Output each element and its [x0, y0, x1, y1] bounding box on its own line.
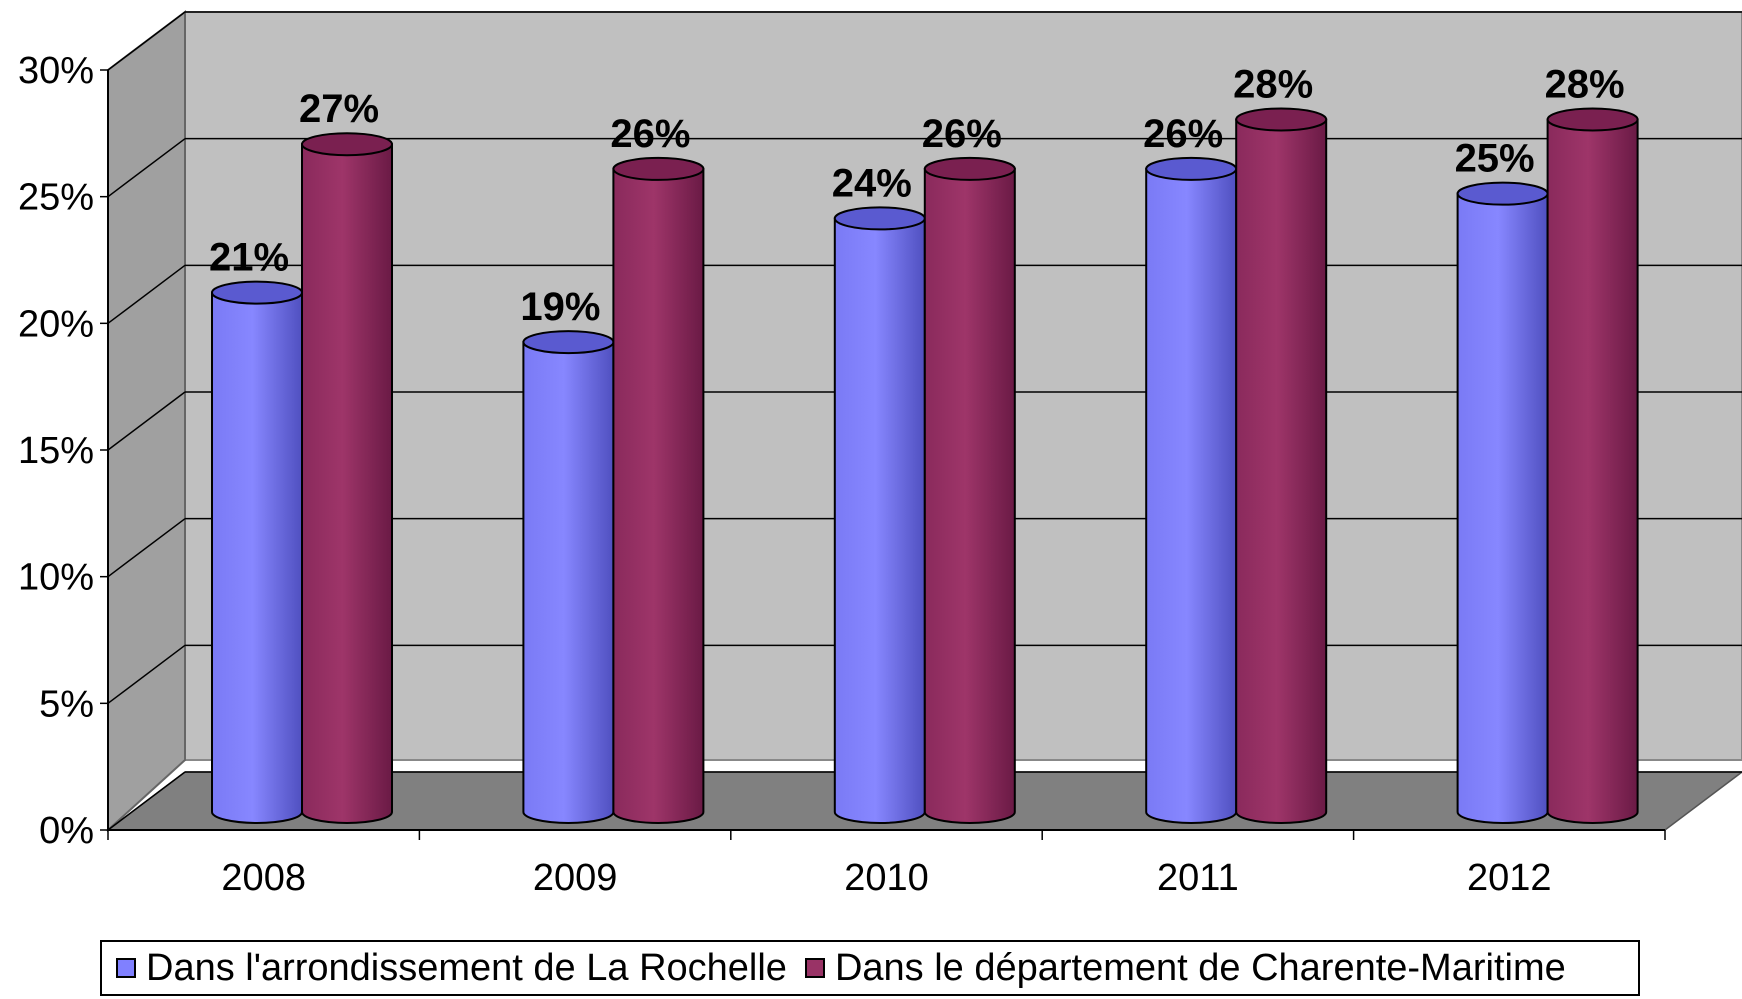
gridline-diagonal — [107, 11, 186, 71]
data-label: 24% — [832, 161, 912, 205]
x-tick-label: 2011 — [1157, 857, 1239, 899]
y-tick-label: 5% — [39, 683, 94, 725]
y-tick-label: 20% — [18, 303, 94, 345]
data-label: 25% — [1455, 137, 1535, 181]
bar — [522, 330, 615, 824]
data-label: 28% — [1545, 62, 1625, 106]
gridline-diagonal — [107, 391, 186, 451]
y-tick-label: 0% — [39, 810, 94, 852]
data-labels: 21%27%19%26%24%26% 26%28%25%28% — [209, 62, 1625, 329]
data-label: 19% — [520, 285, 600, 329]
data-label: 26% — [922, 112, 1002, 156]
gridline-diagonal — [107, 518, 186, 578]
data-label: 28% — [1233, 62, 1313, 106]
bar — [1235, 107, 1328, 824]
x-tick-label: 2009 — [533, 857, 618, 899]
data-label: 21% — [209, 236, 289, 280]
gridline-diagonal — [107, 138, 186, 198]
bars — [211, 107, 1639, 824]
data-label: 26% — [610, 112, 690, 156]
legend-label-series-1: Dans l'arrondissement de La Rochelle — [146, 946, 787, 989]
x-tick-label: 2008 — [221, 857, 306, 899]
x-tick-label: 2010 — [844, 857, 929, 899]
x-tick-label: 2012 — [1467, 857, 1552, 899]
gridline-diagonal — [107, 644, 186, 704]
y-tick-label: 30% — [18, 50, 94, 92]
legend-item-series-1: Dans l'arrondissement de La Rochelle — [116, 947, 787, 990]
data-label: 26% — [1143, 112, 1223, 156]
y-tick-label: 10% — [18, 557, 94, 599]
bar — [211, 280, 303, 824]
y-axis: 0% 5% 10% 15% 20% 25% 30% — [18, 50, 109, 852]
legend-label-series-2: Dans le département de Charente-Maritime — [834, 946, 1566, 989]
bar — [923, 156, 1016, 824]
gridline-diagonal — [107, 264, 186, 324]
y-tick-label: 25% — [18, 177, 94, 219]
bar — [1456, 181, 1549, 824]
legend-swatch-series-1 — [116, 958, 136, 978]
bar — [833, 206, 926, 824]
legend-item-series-2: Dans le département de Charente-Maritime — [804, 946, 1566, 990]
bar — [612, 156, 705, 824]
legend: Dans l'arrondissement de La Rochelle Dan… — [100, 940, 1640, 996]
legend-swatch-series-2 — [804, 958, 825, 978]
bar — [301, 132, 393, 824]
y-tick-label: 15% — [18, 430, 94, 472]
data-label: 27% — [299, 87, 379, 131]
gridline-diagonal — [107, 771, 186, 831]
x-axis: 2008 2009 2010 2011 2012 — [107, 829, 1666, 899]
bar — [1546, 107, 1639, 824]
bar — [1145, 156, 1238, 824]
